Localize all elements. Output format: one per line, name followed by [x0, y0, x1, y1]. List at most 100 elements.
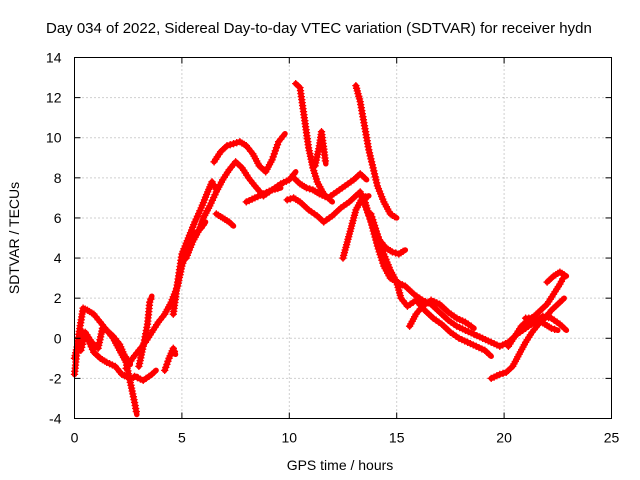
trace-19-point — [388, 248, 397, 256]
trace-18-point — [351, 208, 359, 217]
trace-20-point — [364, 207, 372, 215]
y-tick-labels: -4 -2 0 2 4 6 8 10 12 14 — [46, 50, 62, 427]
trace-12-point — [242, 198, 250, 206]
trace-17-point — [355, 95, 364, 103]
trace-17-point — [376, 190, 385, 198]
trace-3-point — [78, 340, 87, 348]
trace-10-point — [226, 141, 234, 149]
trace-10-point — [223, 142, 231, 150]
trace-23-point — [496, 370, 504, 379]
y-tick-label: 2 — [54, 290, 62, 306]
trace-21-point — [382, 255, 390, 264]
grid — [74, 57, 612, 419]
trace-20-point — [418, 296, 427, 304]
trace-21-point — [377, 241, 385, 250]
trace-9-point — [197, 220, 205, 228]
trace-23-point — [487, 374, 495, 383]
trace-8-point — [183, 237, 191, 245]
trace-12-point — [251, 194, 259, 202]
trace-18-point — [340, 249, 349, 257]
trace-9-point — [208, 196, 217, 204]
trace-22-point — [430, 297, 438, 306]
trace-8-point — [191, 218, 199, 226]
trace-17-point — [390, 212, 399, 221]
trace-14-point — [311, 172, 320, 180]
trace-18-point — [349, 216, 357, 225]
trace-20-point — [493, 341, 501, 349]
trace-20-point — [378, 256, 386, 264]
trace-21-point — [463, 338, 472, 346]
trace-8-point — [187, 226, 196, 234]
trace-9-point — [210, 193, 218, 202]
trace-21-point — [378, 244, 386, 252]
trace-18-point — [342, 241, 351, 249]
trace-21-point — [472, 342, 480, 350]
trace-3-point — [79, 337, 87, 345]
trace-18-point — [342, 243, 350, 252]
trace-5-point — [147, 295, 155, 303]
trace-18-point — [339, 254, 347, 262]
trace-8-point — [193, 212, 202, 220]
trace-17-point — [352, 81, 360, 90]
trace-21-point — [381, 253, 389, 261]
trace-22-point — [427, 296, 435, 304]
trace-9-point — [187, 241, 196, 249]
trace-21-point — [395, 289, 404, 297]
trace-6-point — [130, 372, 139, 381]
trace-21-point — [461, 337, 469, 345]
trace-18-point — [343, 238, 351, 246]
trace-5-point — [140, 339, 148, 347]
trace-23-point — [558, 296, 566, 304]
trace-21-point — [367, 210, 375, 218]
trace-8-point — [181, 242, 189, 250]
trace-14-point — [305, 146, 313, 155]
trace-6-point — [150, 368, 158, 377]
trace-21-point — [371, 224, 380, 232]
trace-17-point — [379, 195, 387, 203]
trace-1-point — [132, 407, 140, 416]
trace-9-point — [206, 202, 214, 210]
trace-17-point — [366, 152, 374, 160]
trace-10-point — [273, 141, 282, 149]
trace-19-point — [357, 191, 365, 199]
y-tick-label: 10 — [46, 130, 62, 146]
trace-21-point — [370, 218, 378, 227]
trace-17-point — [372, 176, 380, 184]
trace-5-point — [135, 362, 143, 371]
trace-20-point — [456, 323, 464, 332]
trace-20-point — [478, 334, 487, 342]
trace-21-point — [393, 281, 402, 289]
trace-2-point — [71, 351, 79, 360]
trace-21-point — [372, 227, 381, 235]
trace-15-point — [321, 192, 329, 201]
trace-8-point — [192, 215, 200, 223]
axis-ticks — [74, 57, 612, 419]
y-tick-label: 12 — [46, 90, 62, 106]
plot-frame — [74, 57, 612, 419]
trace-9-point — [198, 217, 206, 225]
trace-22-point — [467, 322, 475, 330]
trace-18-point — [345, 230, 354, 238]
y-tick-label: -4 — [49, 411, 62, 427]
y-tick-label: 4 — [54, 250, 62, 266]
trace-20-point — [360, 196, 369, 204]
trace-2-point — [123, 373, 132, 381]
trace-8-point — [186, 229, 195, 237]
trace-14-point — [312, 175, 321, 183]
trace-20-point — [473, 331, 481, 340]
trace-20-point — [560, 324, 568, 332]
trace-10-point — [270, 150, 278, 158]
trace-17-point — [353, 87, 361, 95]
trace-18-point — [346, 227, 354, 235]
trace-17-point — [354, 89, 362, 98]
trace-21-point — [369, 216, 377, 224]
trace-21-point — [375, 236, 383, 244]
trace-20-point — [464, 327, 472, 336]
trace-13-point — [283, 196, 291, 204]
trace-8-point — [196, 207, 204, 215]
trace-19-point — [356, 188, 364, 196]
trace-17-point — [367, 155, 375, 163]
trace-17-point — [370, 170, 379, 178]
trace-20-point — [487, 338, 495, 346]
trace-7-point — [170, 347, 179, 355]
